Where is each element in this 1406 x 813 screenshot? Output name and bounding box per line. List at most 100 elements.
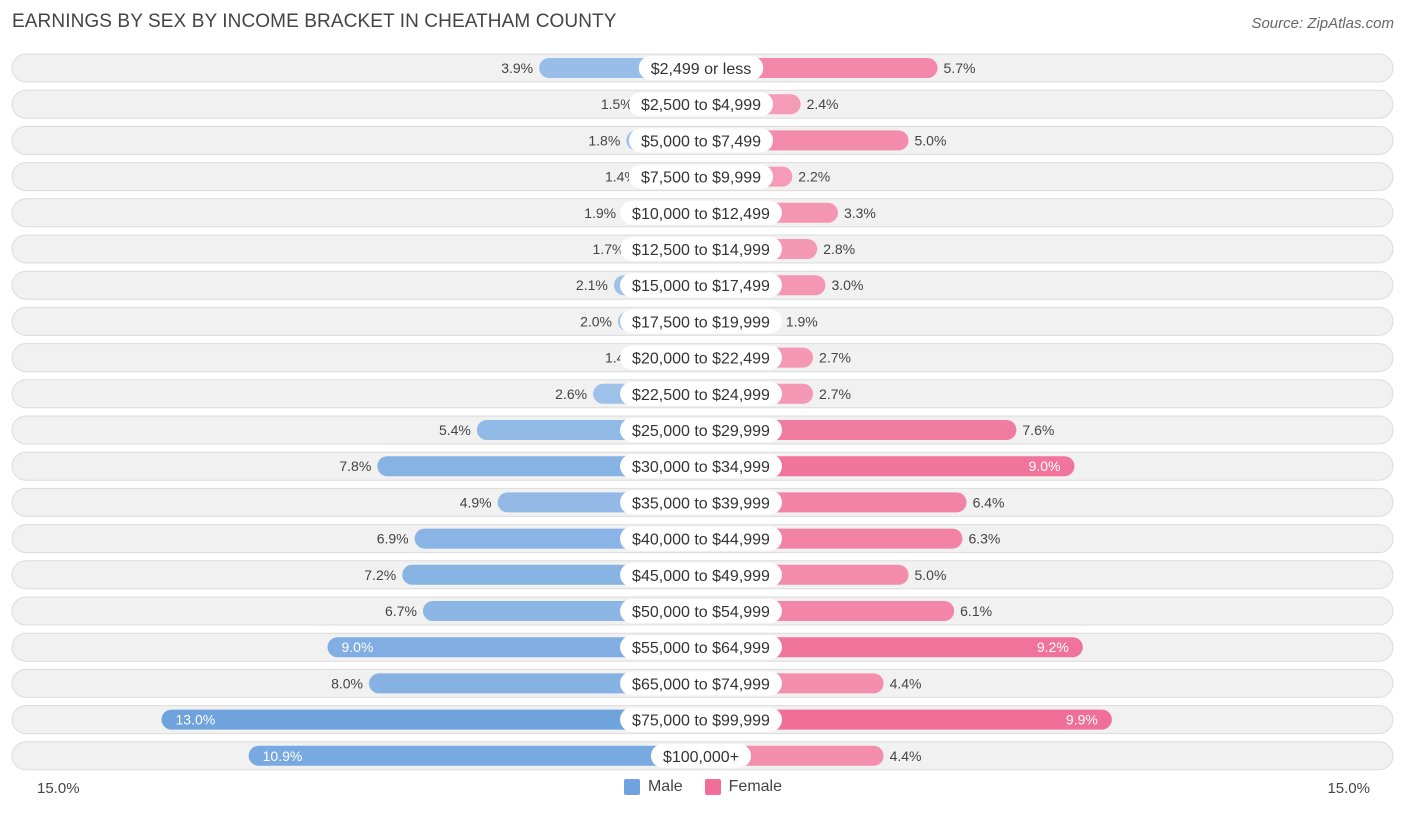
male-bar[interactable] (327, 637, 702, 658)
income-row: 6.9% 6.3% $40,000 to $44,999 (11, 524, 1394, 554)
category-pill (620, 635, 782, 660)
female-value-label: 6.3% (968, 531, 1000, 547)
category-pill (620, 671, 782, 696)
income-row: 1.4%2.7%$20,000 to $22,499 (11, 343, 1394, 373)
category-label: $55,000 to $64,999 (632, 640, 770, 657)
male-bar[interactable] (161, 709, 702, 730)
income-row: 2.6% 2.7% $22,500 to $24,999 (11, 379, 1394, 409)
female-value-label: 1.9% (786, 313, 818, 329)
category-pill (620, 562, 782, 587)
category-pill (620, 490, 782, 515)
income-row: 1.4% 2.2% $7,500 to $9,999 (11, 162, 1394, 192)
female-value-label: 3.0% (832, 277, 864, 293)
category-pill (620, 418, 782, 442)
male-value-label: 7.8% (339, 458, 371, 474)
male-value-label: 2.6% (555, 386, 587, 402)
category-label: $15,000 to $17,499 (632, 278, 770, 295)
category-label: $30,000 to $34,999 (632, 459, 770, 476)
female-value-label: 2.7% (819, 386, 851, 402)
category-label: $35,000 to $39,999 (632, 495, 770, 512)
female-value-label: 6.1% (960, 603, 992, 619)
male-value-label: 1.4% (605, 169, 637, 185)
female-value-label: 6.4% (973, 494, 1005, 510)
income-row: 10.9% 4.4% $100,000+ (11, 741, 1394, 771)
male-value-label: 1.8% (588, 132, 620, 148)
category-label: $7,500 to $9,999 (641, 170, 761, 187)
income-row: 8.0% 4.4% $65,000 to $74,999 (11, 668, 1394, 698)
male-bar[interactable] (248, 745, 701, 766)
legend-label-female: Female (728, 778, 783, 795)
category-label: $50,000 to $54,999 (632, 604, 770, 621)
category-pill (628, 128, 774, 153)
male-value-label: 5.4% (439, 422, 471, 438)
legend-swatch-male (623, 779, 640, 795)
category-label: $45,000 to $49,999 (632, 568, 770, 585)
category-pill (620, 309, 782, 334)
male-value-label: 1.9% (584, 205, 616, 221)
category-pill (620, 381, 782, 406)
category-label: $12,500 to $14,999 (632, 242, 770, 259)
income-row: 5.4% 7.6% $25,000 to $29,999 (11, 415, 1394, 445)
female-value-label: 4.4% (890, 748, 922, 764)
chart-title: EARNINGS BY SEX BY INCOME BRACKET IN CHE… (12, 11, 617, 32)
category-pill (620, 273, 782, 298)
female-value-label: 5.0% (915, 132, 947, 148)
category-pill (650, 743, 752, 768)
female-bar[interactable] (701, 456, 1075, 477)
male-value-label: 7.2% (364, 567, 396, 583)
male-value-label: 10.9% (263, 748, 303, 764)
male-bar[interactable] (369, 673, 701, 694)
income-row: 13.0% 9.9% $75,000 to $99,999 (11, 705, 1394, 735)
female-value-label: 3.3% (844, 205, 876, 221)
male-value-label: 2.1% (576, 277, 608, 293)
income-row: 1.8% 5.0% $5,000 to $7,499 (11, 125, 1394, 155)
category-label: $17,500 to $19,999 (632, 314, 770, 331)
income-row: 1.5% 2.4% $2,500 to $4,999 (11, 89, 1394, 119)
income-row: 1.9% 3.3% $10,000 to $12,499 (11, 198, 1394, 228)
income-row: 7.8% 9.0% $30,000 to $34,999 (11, 451, 1394, 481)
category-label: $65,000 to $74,999 (632, 676, 770, 693)
male-bar[interactable] (377, 456, 701, 477)
category-pill (620, 707, 782, 732)
male-value-label: 1.7% (593, 241, 625, 257)
axis-left-label: 15.0% (37, 780, 80, 797)
female-bar[interactable] (701, 709, 1112, 730)
income-row: 1.7% 2.8% $12,500 to $14,999 (11, 234, 1394, 264)
category-label: $100,000+ (663, 749, 739, 766)
male-value-label: 3.9% (501, 60, 533, 76)
category-label: $2,499 or less (651, 61, 752, 78)
legend-item-male[interactable]: Male (623, 778, 683, 796)
income-row: 4.9% 6.4% $35,000 to $39,999 (11, 487, 1394, 517)
female-value-label: 4.4% (890, 675, 922, 691)
female-value-label: 2.8% (823, 241, 855, 257)
female-value-label: 2.2% (798, 169, 830, 185)
source-label: Source: ZipAtlas.com (1251, 15, 1394, 32)
category-label: $2,500 to $4,999 (641, 97, 761, 114)
axis-right-label: 15.0% (1327, 780, 1370, 797)
income-row: 2.1% 3.0% $15,000 to $17,499 (11, 270, 1394, 300)
female-value-label: 2.4% (807, 96, 839, 112)
male-value-label: 2.0% (580, 313, 612, 329)
category-pill (620, 200, 782, 225)
female-bar[interactable] (701, 637, 1083, 658)
category-label: $10,000 to $12,499 (632, 206, 770, 223)
category-label: $25,000 to $29,999 (632, 423, 770, 440)
female-value-label: 9.9% (1066, 712, 1098, 728)
category-pill (620, 599, 782, 623)
category-label: $40,000 to $44,999 (632, 532, 770, 549)
male-value-label: 6.9% (377, 531, 409, 547)
female-value-label: 5.7% (944, 60, 976, 76)
male-value-label: 1.5% (601, 96, 633, 112)
legend-item-female[interactable]: Female (704, 778, 783, 796)
category-pill (620, 454, 782, 479)
female-value-label: 2.7% (819, 350, 851, 366)
category-pill (628, 92, 774, 117)
category-pill (620, 237, 782, 261)
male-value-label: 13.0% (176, 712, 216, 728)
legend-swatch-female (704, 779, 721, 795)
category-label: $22,500 to $24,999 (632, 387, 770, 404)
male-value-label: 8.0% (331, 675, 363, 691)
female-value-label: 9.2% (1037, 639, 1069, 655)
legend: Male Female (0, 778, 1406, 796)
